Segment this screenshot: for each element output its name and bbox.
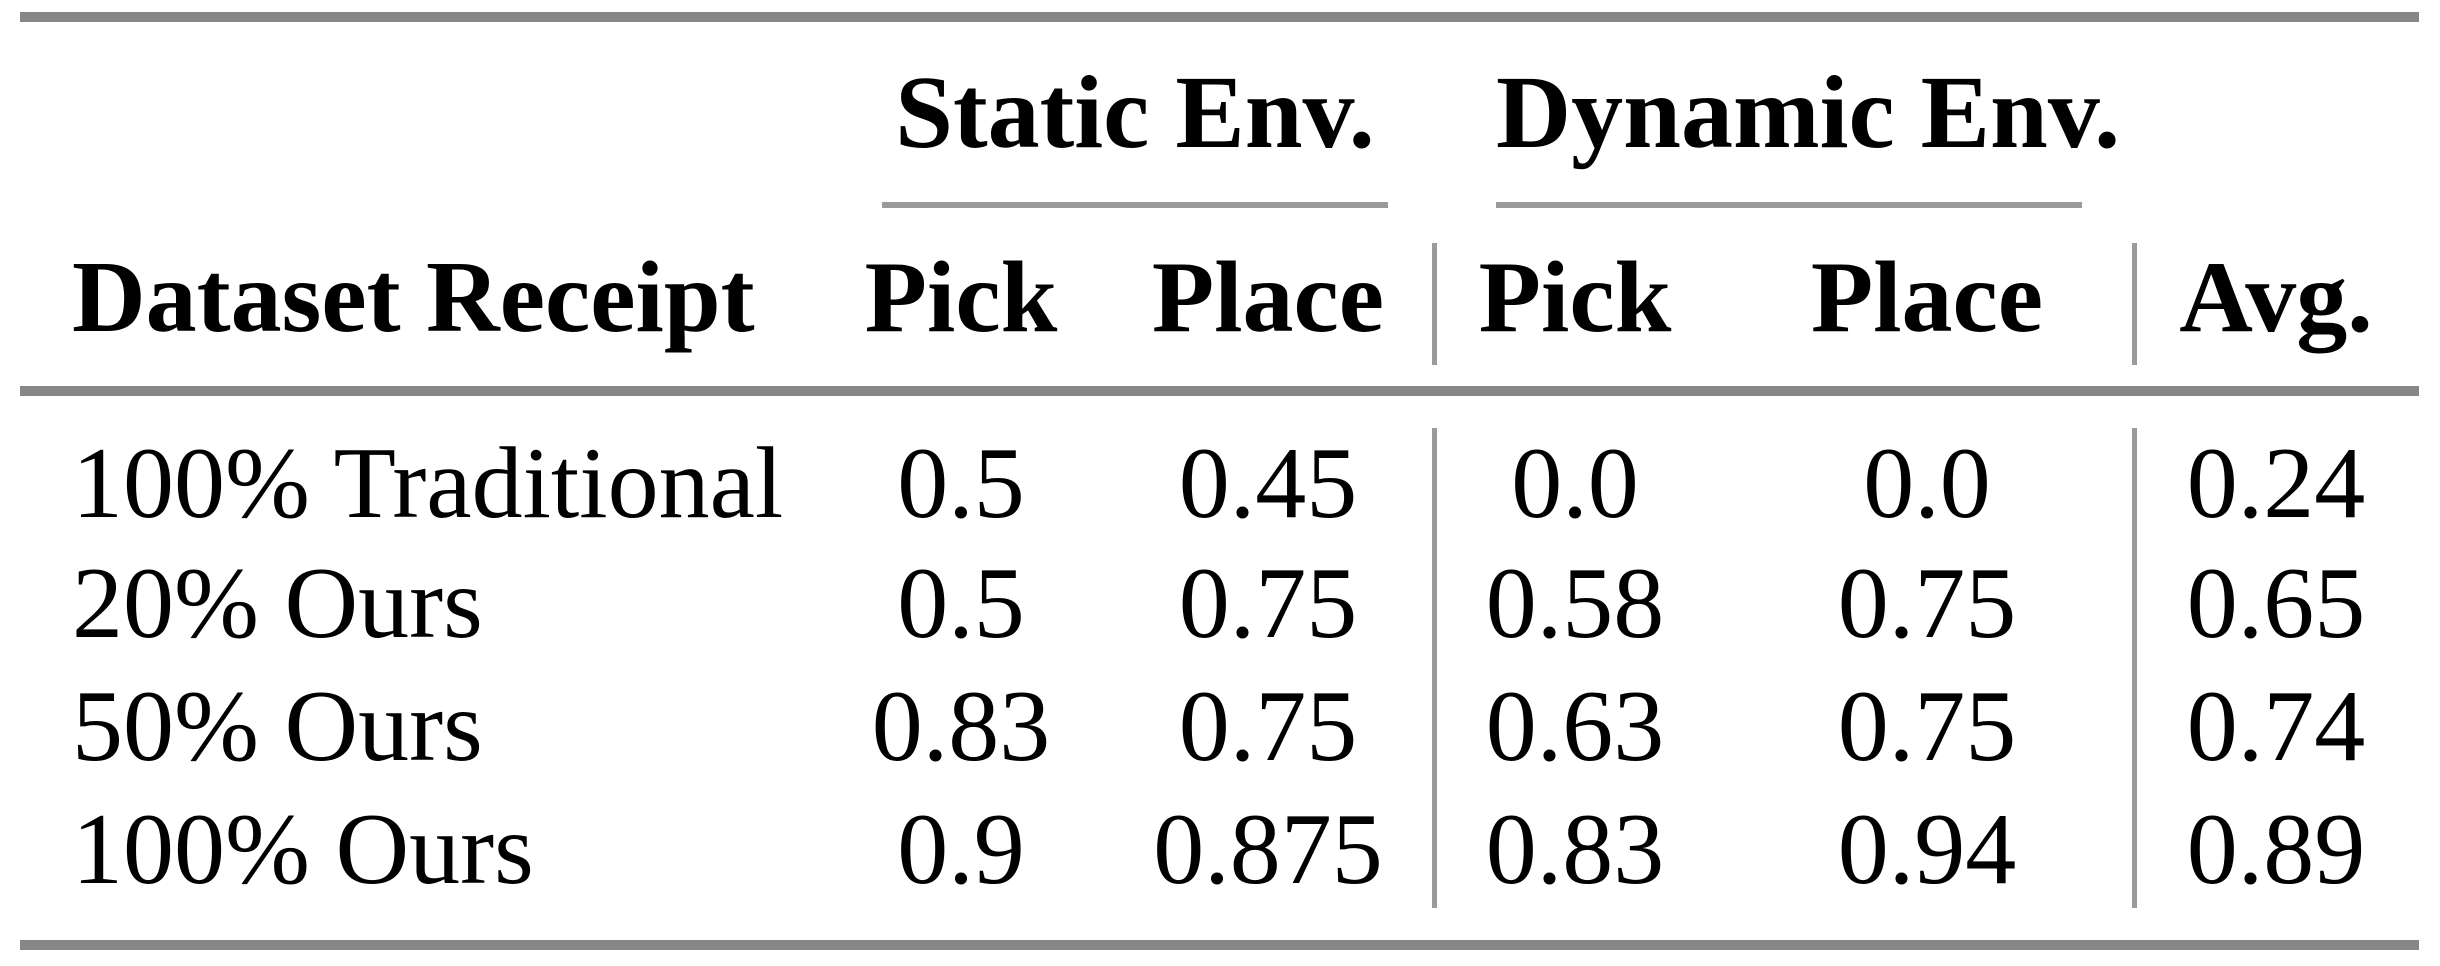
table-cell: 0.75 xyxy=(1837,670,2017,783)
table-cell: 0.83 xyxy=(1485,793,1665,906)
table-cell: 0.94 xyxy=(1837,793,2017,906)
table-cell: 0.74 xyxy=(2186,670,2366,783)
cmidrule-dynamic xyxy=(1496,202,2082,208)
bottom-rule xyxy=(20,940,2419,950)
top-rule xyxy=(20,12,2419,22)
table-cell: 0.0 xyxy=(1511,427,1639,540)
vertical-separator-2-body xyxy=(2132,428,2137,908)
row-label: 100% Ours xyxy=(72,793,534,906)
table-cell: 0.5 xyxy=(897,427,1025,540)
table-cell: 0.75 xyxy=(1178,670,1358,783)
table-cell: 0.58 xyxy=(1485,547,1665,660)
column-header-static-place: Place xyxy=(1151,241,1385,354)
table-cell: 0.0 xyxy=(1863,427,1991,540)
table-cell: 0.45 xyxy=(1178,427,1358,540)
table-cell: 0.5 xyxy=(897,547,1025,660)
vertical-separator-1-header xyxy=(1432,243,1437,365)
column-header-dataset-receipt: Dataset Receipt xyxy=(72,241,755,354)
row-label: 20% Ours xyxy=(72,547,483,660)
vertical-separator-2-header xyxy=(2132,243,2137,365)
table-cell: 0.75 xyxy=(1837,547,2017,660)
row-label: 50% Ours xyxy=(72,670,483,783)
table-cell: 0.83 xyxy=(871,670,1051,783)
table-cell: 0.63 xyxy=(1485,670,1665,783)
group-header-static-env: Static Env. xyxy=(895,55,1375,170)
mid-rule xyxy=(20,386,2419,396)
column-header-avg: Avg. xyxy=(2179,241,2373,354)
table-cell: 0.89 xyxy=(2186,793,2366,906)
column-header-dynamic-place: Place xyxy=(1810,241,2044,354)
table-cell: 0.65 xyxy=(2186,547,2366,660)
vertical-separator-1-body xyxy=(1432,428,1437,908)
group-header-dynamic-env: Dynamic Env. xyxy=(1496,55,2121,170)
row-label: 100% Traditional xyxy=(72,427,784,540)
table-cell: 0.24 xyxy=(2186,427,2366,540)
column-header-dynamic-pick: Pick xyxy=(1478,241,1672,354)
table-cell: 0.9 xyxy=(897,793,1025,906)
cmidrule-static xyxy=(882,202,1388,208)
table-cell: 0.75 xyxy=(1178,547,1358,660)
column-header-static-pick: Pick xyxy=(864,241,1058,354)
table-cell: 0.875 xyxy=(1153,793,1383,906)
